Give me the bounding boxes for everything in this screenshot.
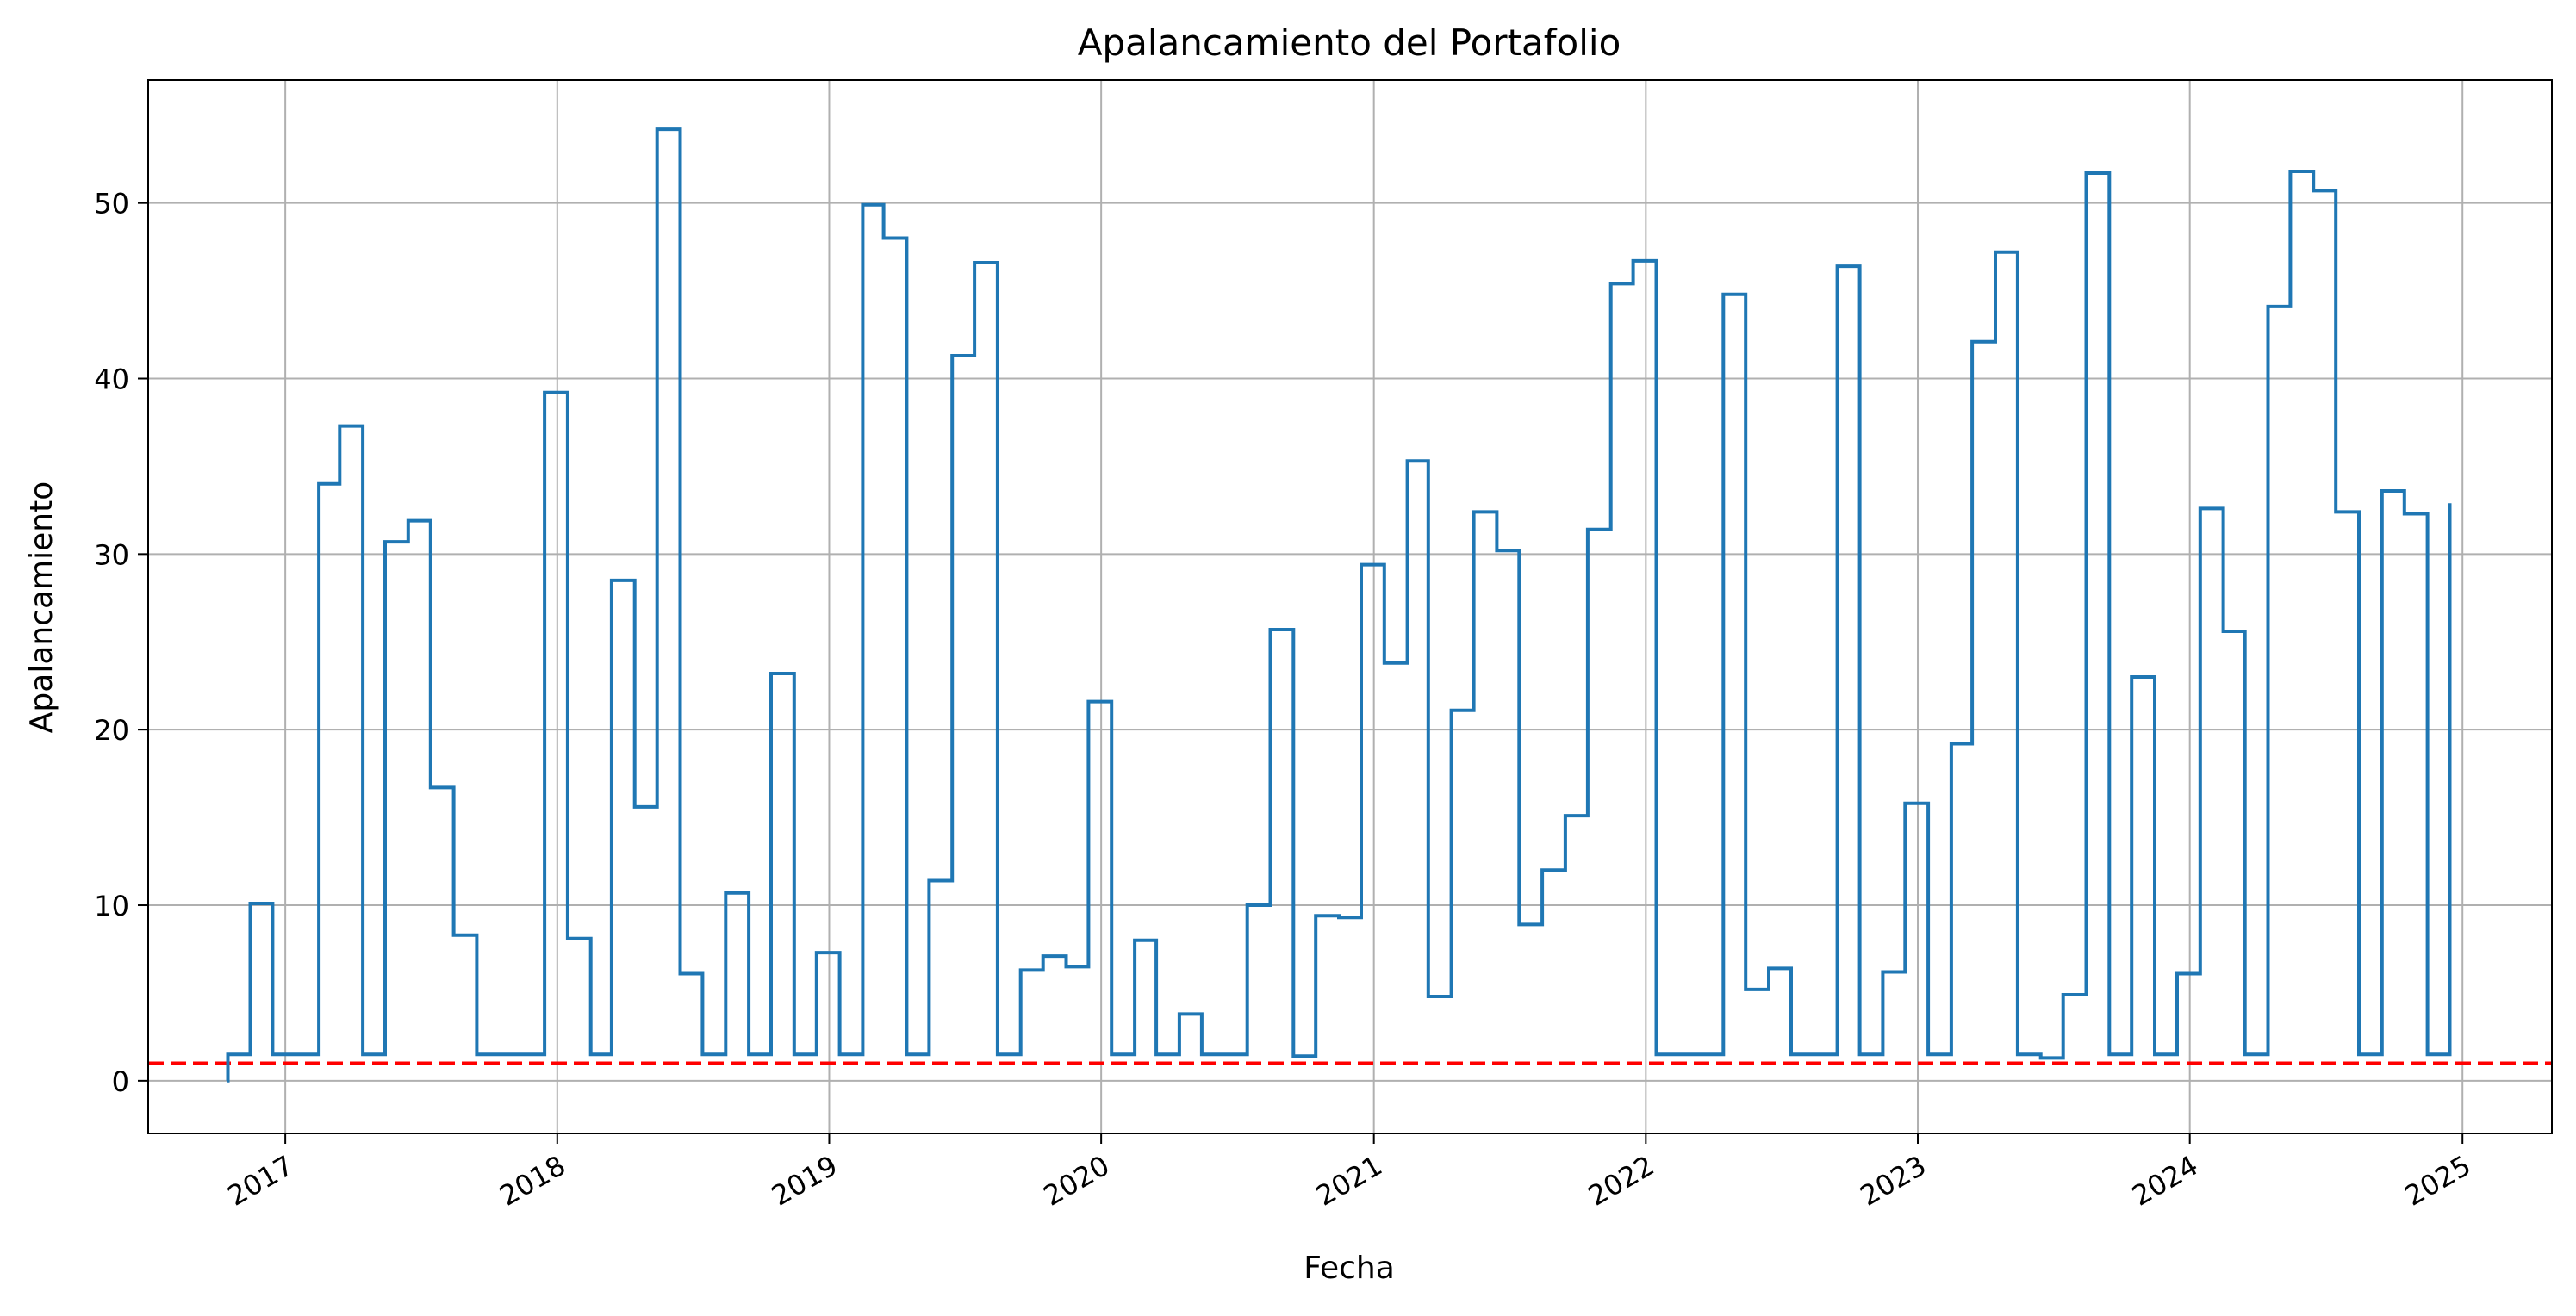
y-tick-label: 20 bbox=[94, 714, 129, 747]
series-line bbox=[226, 127, 2452, 1083]
x-tick-label: 2025 bbox=[2399, 1149, 2477, 1213]
x-tick-label: 2019 bbox=[766, 1149, 843, 1213]
ticks: 2017 2018 2019 2020 2021 2022 2023 2024 2025 0 10 2… bbox=[94, 188, 2476, 1213]
y-axis-label: Apalancamiento bbox=[24, 481, 59, 733]
series-group bbox=[226, 127, 2452, 1083]
y-tick-label: 0 bbox=[112, 1065, 129, 1098]
x-tick-label: 2023 bbox=[1854, 1149, 1932, 1213]
x-tick-label: 2017 bbox=[222, 1149, 300, 1213]
y-tick-label: 40 bbox=[94, 363, 129, 396]
x-tick-label: 2020 bbox=[1038, 1149, 1116, 1213]
x-tick-label: 2021 bbox=[1310, 1149, 1388, 1213]
x-tick-label: 2024 bbox=[2126, 1149, 2204, 1213]
x-tick-label: 2022 bbox=[1583, 1149, 1660, 1213]
plot-frame bbox=[147, 79, 2553, 1134]
y-tick-label: 50 bbox=[94, 188, 129, 220]
x-axis-label: Fecha bbox=[1304, 1251, 1395, 1286]
y-tick-label: 30 bbox=[94, 538, 129, 571]
x-tick-label: 2018 bbox=[494, 1149, 571, 1213]
chart-title: Apalancamiento del Portafolio bbox=[1078, 22, 1621, 64]
grid bbox=[148, 80, 2552, 1133]
y-tick-label: 10 bbox=[94, 890, 129, 922]
axes bbox=[147, 79, 2553, 1134]
